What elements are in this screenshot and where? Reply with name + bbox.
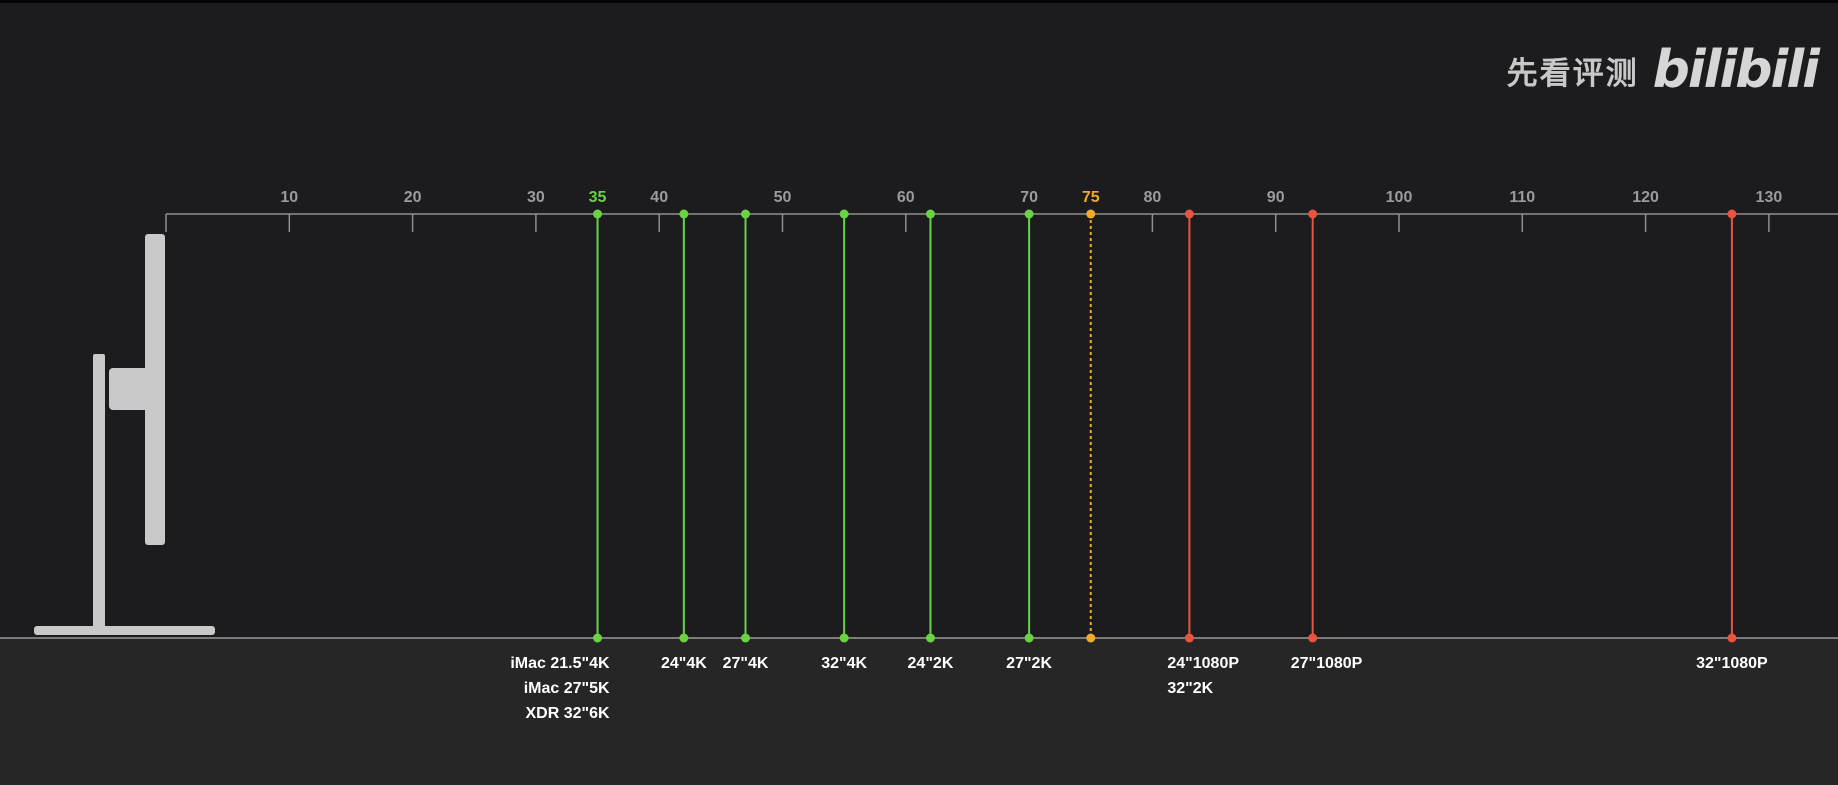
monitor-label: 27"2K xyxy=(1006,655,1052,672)
monitor-label: 32"1080P xyxy=(1696,655,1768,672)
tick-label-100: 100 xyxy=(1386,189,1413,206)
marker-dot-top-83 xyxy=(1184,209,1194,219)
watermark: 先看评测 bilibili xyxy=(1506,40,1820,100)
marker-dot-bottom-55 xyxy=(839,633,849,643)
marker-dot-bottom-127 xyxy=(1727,633,1737,643)
tick-label-20: 20 xyxy=(404,189,422,206)
tick-label-30: 30 xyxy=(527,189,545,206)
marker-dot-bottom-47 xyxy=(741,633,751,643)
monitor-label: 27"1080P xyxy=(1291,655,1363,672)
monitor-label: 24"1080P xyxy=(1167,655,1239,672)
tick-label-35: 35 xyxy=(589,189,607,206)
marker-dot-top-93 xyxy=(1308,209,1318,219)
tick-label-130: 130 xyxy=(1756,189,1783,206)
monitor-label: 24"2K xyxy=(908,655,954,672)
threshold-dot-top xyxy=(1086,209,1096,219)
tick-label-70: 70 xyxy=(1020,189,1038,206)
threshold-dot-bottom xyxy=(1086,633,1096,643)
marker-dot-bottom-62 xyxy=(925,633,935,643)
tick-label-60: 60 xyxy=(897,189,915,206)
marker-dot-top-47 xyxy=(741,209,751,219)
monitor-label: XDR 32"6K xyxy=(525,705,610,722)
marker-dot-top-35 xyxy=(593,209,603,219)
top-edge xyxy=(0,0,1838,3)
tick-label-75: 75 xyxy=(1082,189,1100,206)
marker-dot-bottom-35 xyxy=(593,633,603,643)
marker-dot-bottom-70 xyxy=(1024,633,1034,643)
marker-dot-top-127 xyxy=(1727,209,1737,219)
marker-dot-top-70 xyxy=(1024,209,1034,219)
tick-label-110: 110 xyxy=(1509,189,1535,206)
bilibili-logo: bilibili xyxy=(1652,40,1820,100)
tick-label-90: 90 xyxy=(1267,189,1285,206)
axis-ticks: 10 20 30 35 40 50 60 70 75 80 90 100 110 120 130 xyxy=(280,189,1782,232)
monitor-label: 32"2K xyxy=(1167,680,1213,697)
monitor-label: 24"4K xyxy=(661,655,707,672)
tick-label-50: 50 xyxy=(774,189,792,206)
channel-name: 先看评测 xyxy=(1506,55,1639,92)
tick-label-40: 40 xyxy=(650,189,668,206)
tick-label-80: 80 xyxy=(1144,189,1162,206)
monitor-markers: iMac 21.5"4K iMac 27"5K XDR 32"6K 24"4K 27"4… xyxy=(510,209,1768,722)
floor-band xyxy=(0,638,1838,785)
marker-dot-bottom-83 xyxy=(1184,633,1194,643)
monitor-label: 27"4K xyxy=(723,655,769,672)
marker-dot-top-62 xyxy=(925,209,935,219)
tick-label-120: 120 xyxy=(1632,189,1659,206)
marker-dot-bottom-93 xyxy=(1308,633,1318,643)
monitor-label: iMac 27"5K xyxy=(524,680,610,697)
marker-dot-bottom-42 xyxy=(679,633,689,643)
monitor-label: iMac 21.5"4K xyxy=(510,655,610,672)
monitor-label: 32"4K xyxy=(821,655,867,672)
monitor-side-icon xyxy=(34,234,215,635)
tick-label-10: 10 xyxy=(280,189,298,206)
marker-dot-top-55 xyxy=(839,209,849,219)
marker-dot-top-42 xyxy=(679,209,689,219)
